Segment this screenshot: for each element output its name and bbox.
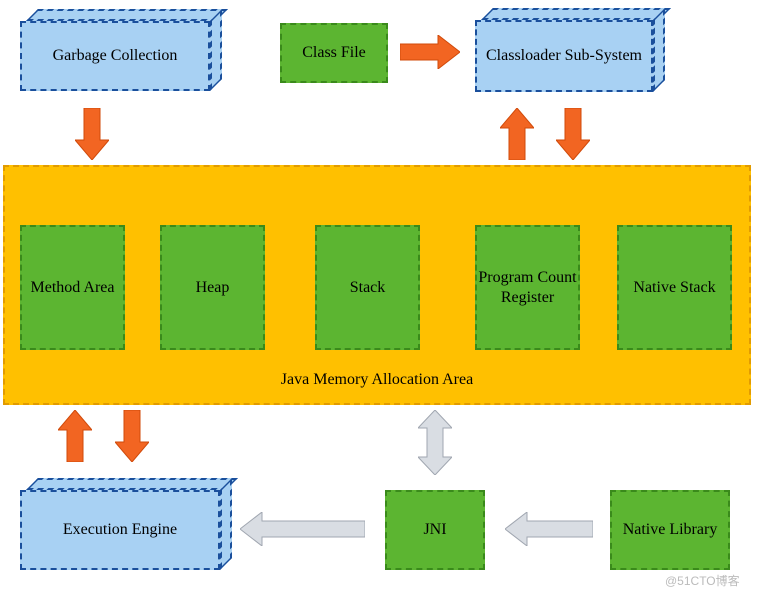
arrow-jni-to-exec — [240, 512, 365, 546]
node-exec-label: Execution Engine — [63, 521, 177, 539]
node-native-label: Native Stack — [633, 278, 715, 297]
node-method-label: Method Area — [31, 278, 115, 297]
node-exec-top — [26, 478, 238, 490]
node-pcr: Program Count Register — [475, 225, 580, 350]
node-exec: Execution Engine — [20, 490, 220, 570]
node-classloader-front: Classloader Sub-System — [475, 20, 653, 92]
node-classfile-label: Class File — [302, 43, 366, 62]
node-heap: Heap — [160, 225, 265, 350]
arrow-classloader-to-memory — [556, 108, 590, 160]
arrow-memory-jni-bidirectional — [418, 410, 452, 475]
watermark: @51CTO博客 — [665, 572, 740, 589]
node-exec-front: Execution Engine — [20, 490, 220, 570]
node-gc-front: Garbage Collection — [20, 21, 210, 91]
node-heap-label: Heap — [196, 278, 230, 297]
node-stack: Stack — [315, 225, 420, 350]
node-gc: Garbage Collection — [20, 21, 210, 91]
node-natlib-label: Native Library — [623, 520, 718, 539]
node-classloader-side — [653, 8, 665, 92]
node-method: Method Area — [20, 225, 125, 350]
node-jni-label: JNI — [423, 520, 446, 539]
node-natlib: Native Library — [610, 490, 730, 570]
arrow-natlib-to-jni — [505, 512, 593, 546]
node-classloader-top — [481, 8, 671, 20]
arrow-memory-to-classloader — [500, 108, 534, 160]
node-classloader-label: Classloader Sub-System — [486, 47, 642, 65]
node-gc-label: Garbage Collection — [53, 47, 178, 65]
watermark-text: @51CTO博客 — [665, 574, 740, 588]
node-stack-label: Stack — [350, 278, 386, 297]
node-exec-side — [220, 478, 232, 570]
node-jni: JNI — [385, 490, 485, 570]
node-memory-label: Java Memory Allocation Area — [281, 370, 473, 389]
arrow-memory-to-exec — [115, 410, 149, 462]
node-native: Native Stack — [617, 225, 732, 350]
arrow-gc-to-memory — [75, 108, 109, 160]
arrow-exec-to-memory — [58, 410, 92, 462]
node-classloader: Classloader Sub-System — [475, 20, 653, 92]
node-classfile: Class File — [280, 23, 388, 83]
arrow-classfile-to-classloader — [400, 35, 460, 69]
node-gc-top — [26, 9, 228, 21]
node-gc-side — [210, 9, 222, 91]
node-pcr-label: Program Count Register — [477, 268, 578, 306]
